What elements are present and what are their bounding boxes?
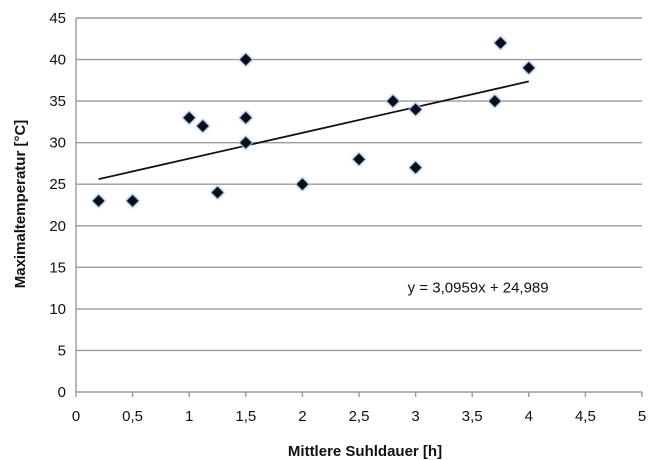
- x-tick-label: 0,5: [122, 408, 143, 425]
- trendline: [98, 80, 529, 181]
- data-point: [521, 60, 537, 76]
- y-tick-label: 20: [49, 218, 66, 235]
- x-tick-label: 4: [525, 408, 533, 425]
- data-point-marker: [385, 93, 401, 109]
- data-point: [385, 93, 401, 109]
- data-point-marker: [493, 35, 508, 51]
- horizontal-gridlines: [76, 17, 642, 352]
- data-point-marker: [91, 193, 106, 209]
- x-tick-label: 1,5: [235, 408, 256, 425]
- data-point: [408, 102, 423, 117]
- data-point-marker: [181, 110, 197, 125]
- data-point: [238, 52, 254, 67]
- data-point: [408, 160, 423, 175]
- data-point: [210, 185, 225, 200]
- x-tick-label: 3: [411, 408, 419, 425]
- data-point-marker: [238, 135, 254, 150]
- data-point: [493, 35, 508, 51]
- data-point: [295, 177, 310, 192]
- x-tick-label: 5: [638, 408, 646, 425]
- data-point-marker: [210, 185, 225, 200]
- x-tick-label: 3,5: [462, 408, 483, 425]
- data-point: [351, 152, 367, 167]
- data-point: [195, 118, 210, 134]
- x-axis-title: Mittlere Suhldauer [h]: [288, 443, 442, 460]
- data-point: [125, 193, 140, 209]
- data-point-marker: [351, 152, 367, 167]
- data-points: [91, 35, 537, 209]
- trendline-group: [98, 80, 529, 181]
- y-tick-label: 15: [49, 259, 66, 276]
- y-tick-label: 30: [49, 135, 66, 152]
- y-tick-label: 0: [58, 384, 66, 401]
- y-tick-label: 5: [58, 342, 66, 359]
- data-point: [91, 193, 106, 209]
- y-tick-label: 10: [49, 301, 66, 318]
- data-point-marker: [408, 160, 423, 175]
- x-tick-label: 2: [298, 408, 306, 425]
- y-tick-labels: 0 5 10 15 20 25 30 35 40 45: [49, 10, 66, 401]
- data-point-marker: [408, 102, 423, 117]
- y-axis-title: Maximaltemperatur [°C]: [12, 120, 29, 289]
- y-tick-label: 40: [49, 52, 66, 69]
- y-tick-label: 45: [49, 10, 66, 27]
- data-point: [487, 93, 503, 109]
- data-point-marker: [238, 110, 254, 125]
- data-point-marker: [238, 52, 254, 67]
- data-point: [181, 110, 197, 125]
- data-point: [238, 110, 254, 125]
- data-point-marker: [125, 193, 140, 209]
- x-tick-label: 4,5: [575, 408, 596, 425]
- data-point-marker: [195, 118, 210, 134]
- x-tick-label: 2,5: [349, 408, 370, 425]
- x-tick-label: 1: [185, 408, 193, 425]
- y-tick-label: 25: [49, 176, 66, 193]
- x-tick-label: 0: [72, 408, 80, 425]
- y-tick-label: 35: [49, 93, 66, 110]
- data-point-marker: [521, 60, 537, 76]
- data-point-marker: [295, 177, 310, 192]
- axes: [75, 18, 643, 397]
- data-point-marker: [487, 93, 503, 109]
- x-tick-labels: 0 0,5 1 1,5 2 2,5 3 3,5 4 4,5 5: [72, 408, 646, 425]
- trendline-equation: y = 3,0959x + 24,989: [408, 279, 549, 296]
- data-point: [238, 135, 254, 150]
